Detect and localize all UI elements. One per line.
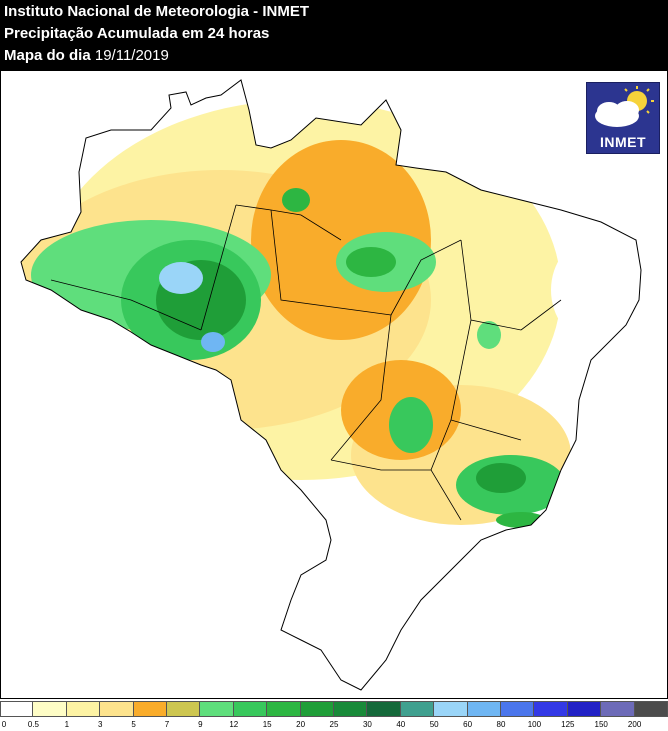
legend-tick: 40: [396, 720, 406, 729]
legend-swatch: [33, 701, 67, 717]
precipitation-map: [0, 71, 668, 699]
legend-swatch: [434, 701, 468, 717]
date-label: Mapa do dia: [4, 47, 91, 64]
legend-swatch: [400, 701, 435, 717]
inmet-logo: INMET: [586, 82, 660, 154]
legend-tick: 200: [627, 720, 642, 729]
map-date-line: Mapa do dia 19/11/2019: [4, 47, 169, 65]
legend-swatch: [100, 701, 134, 717]
legend-tick: 12: [229, 720, 239, 729]
legend-swatch: [0, 701, 34, 717]
legend-tick: 0: [1, 720, 7, 729]
legend-swatch: [501, 701, 535, 717]
institute-title: Instituto Nacional de Meteorologia - INM…: [4, 3, 310, 20]
legend-tick: 0.5: [27, 720, 39, 729]
date-value: 19/11/2019: [94, 47, 169, 64]
legend-tick: 125: [561, 720, 575, 729]
legend-swatch: [634, 701, 668, 717]
legend-swatch: [567, 701, 602, 717]
map-subtitle: Precipitação Acumulada em 24 horas: [4, 25, 270, 42]
map-header: Instituto Nacional de Meteorologia - INM…: [0, 0, 668, 71]
brazil-border: [20, 79, 642, 691]
legend-tick: 7: [164, 720, 170, 729]
legend-swatch: [334, 701, 368, 717]
legend-tick: 150: [594, 720, 608, 729]
legend-tick: 5: [131, 720, 136, 729]
legend-swatch: [300, 701, 334, 717]
legend-tick: 25: [329, 720, 339, 729]
legend-swatch: [367, 701, 401, 717]
legend-tick: 30: [362, 720, 372, 729]
legend-swatch: [467, 701, 501, 717]
precip-legend: 0 0.5 1 3 5 7 9 12 15 20 25 30 40 50 60 80 100 125 150 200: [0, 700, 668, 731]
legend-swatch: [200, 701, 234, 717]
legend-swatch: [534, 701, 568, 717]
legend-swatch: [133, 701, 167, 717]
legend-swatch: [66, 701, 101, 717]
legend-tick: 15: [262, 720, 272, 729]
legend-swatch: [601, 701, 635, 717]
legend-swatch: [267, 701, 301, 717]
legend-tick: 80: [496, 720, 506, 729]
legend-tick: 9: [198, 720, 203, 729]
sun-cloud-icon: [595, 86, 654, 127]
legend-tick: 100: [527, 720, 542, 729]
state-borders: [50, 204, 562, 521]
legend-tick: 50: [429, 720, 439, 729]
brazil-map-svg: [20, 79, 642, 691]
legend-tick: 20: [296, 720, 306, 729]
legend-swatch: [233, 701, 268, 717]
logo-text: INMET: [599, 134, 647, 150]
legend-tick: 1: [64, 720, 70, 729]
legend-swatch: [167, 701, 201, 717]
legend-tick: 3: [97, 720, 103, 729]
legend-tick: 60: [463, 720, 473, 729]
